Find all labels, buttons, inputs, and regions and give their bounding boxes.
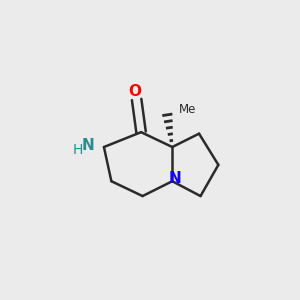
Text: O: O: [129, 84, 142, 99]
Text: N: N: [81, 138, 94, 153]
Text: Me: Me: [179, 103, 196, 116]
Text: H: H: [73, 143, 83, 157]
Text: N: N: [168, 171, 181, 186]
